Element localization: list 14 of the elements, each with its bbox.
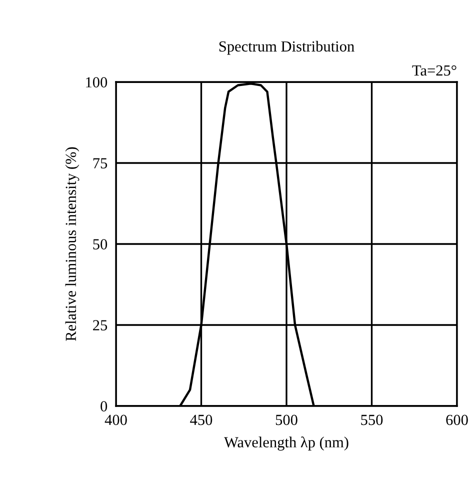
x-tick-label: 400	[104, 414, 127, 426]
x-tick-label: 500	[276, 414, 298, 426]
text: Ta=25°	[412, 65, 456, 76]
y-tick-label: 100	[86, 77, 108, 88]
y-tick-label: 25	[93, 320, 108, 330]
x-tick-label: 550	[361, 414, 383, 426]
y-axis-title: Relative luminous intensity (%)	[65, 147, 80, 341]
x-axis-title: Wavelength λp (nm)	[224, 436, 348, 451]
y-tick-label: 75	[93, 158, 108, 168]
chart-title: Spectrum Distribution	[219, 40, 354, 55]
x-tick-label: 600	[446, 414, 468, 426]
y-tick-label: 0	[100, 401, 108, 412]
x-tick-label: 450	[190, 414, 212, 426]
y-tick-label: 50	[93, 239, 108, 250]
